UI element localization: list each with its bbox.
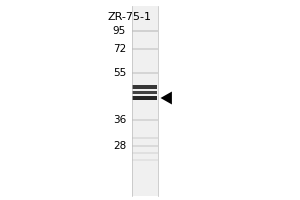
Text: ZR-75-1: ZR-75-1 (108, 12, 152, 22)
Bar (132, 152, 158, 154)
Bar (132, 137, 158, 139)
Bar (132, 159, 158, 161)
Text: 95: 95 (113, 26, 126, 36)
Bar (132, 145, 158, 147)
Text: 36: 36 (113, 115, 126, 125)
Polygon shape (160, 92, 172, 104)
Bar (132, 72, 158, 74)
Bar (132, 6, 158, 196)
Bar (132, 91, 157, 94)
Bar (132, 85, 157, 89)
Text: 55: 55 (113, 68, 126, 78)
Bar (132, 119, 158, 121)
Text: 72: 72 (113, 44, 126, 54)
Bar (132, 96, 157, 100)
Text: 28: 28 (113, 141, 126, 151)
Bar (132, 30, 158, 32)
Bar (132, 48, 158, 50)
